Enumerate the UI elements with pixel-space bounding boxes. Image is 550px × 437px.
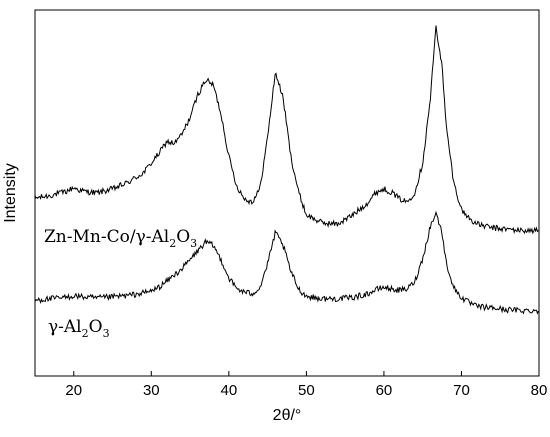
series-label-gamma-alumina: γ-Al2O3	[48, 317, 110, 340]
x-tick-label-60: 60	[376, 382, 393, 399]
plot-area-frame	[34, 9, 540, 377]
series-lines	[34, 25, 539, 315]
x-axis-title: 2θ/°	[273, 407, 302, 424]
x-axis-ticks: 20 30 40 50 60 70 80	[65, 371, 547, 399]
x-tick-label-70: 70	[453, 382, 470, 399]
x-tick-label-40: 40	[221, 382, 238, 399]
x-tick-label-50: 50	[298, 382, 315, 399]
x-tick-label-30: 30	[143, 382, 160, 399]
y-axis-title: Intensity	[2, 163, 19, 223]
series-label-zn-mn-co: Zn-Mn-Co/γ-Al2O3	[44, 227, 197, 250]
x-tick-label-20: 20	[65, 382, 82, 399]
x-tick-label-80: 80	[531, 382, 548, 399]
series-line-1	[34, 210, 539, 315]
series-line-0	[34, 25, 539, 235]
